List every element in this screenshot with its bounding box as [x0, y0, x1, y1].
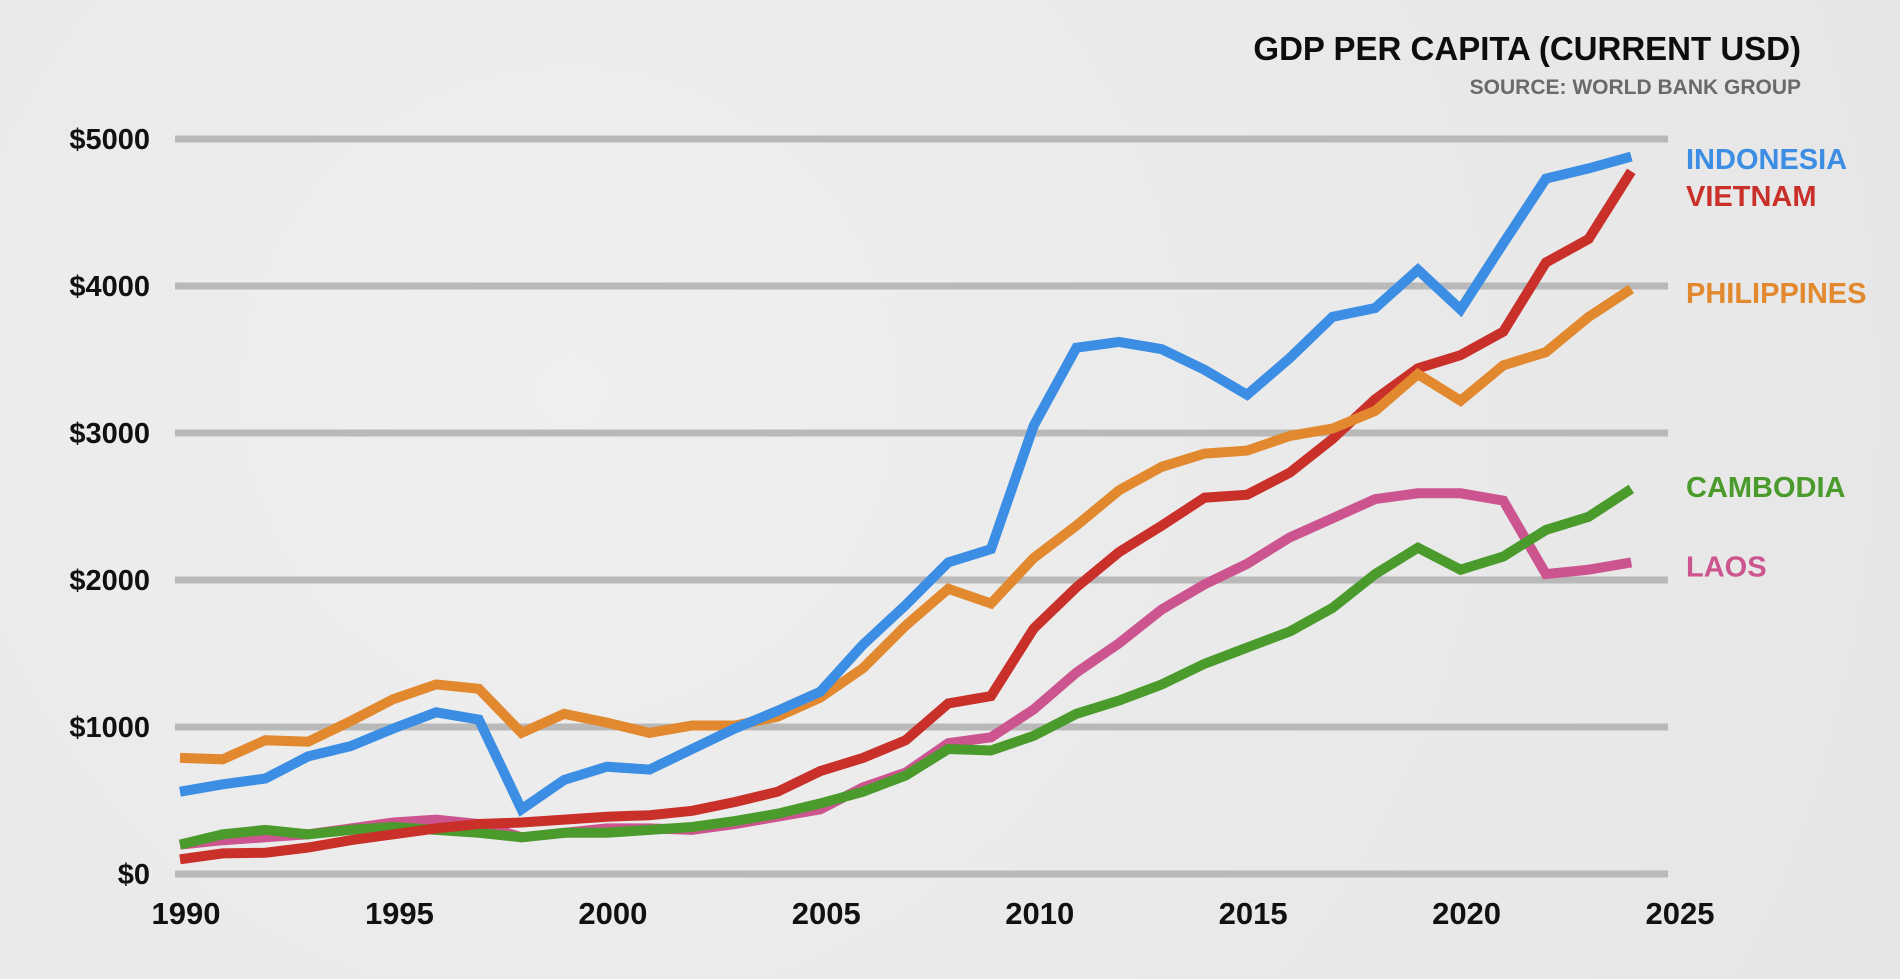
legend-label-indonesia: INDONESIA	[1686, 144, 1847, 176]
x-tick-label: 2005	[792, 896, 861, 931]
legend-label-philippines: PHILIPPINES	[1686, 278, 1867, 310]
y-tick-label: $1000	[69, 712, 150, 744]
series-line-vietnam	[179, 168, 1636, 865]
legend-label-vietnam: VIETNAM	[1686, 181, 1817, 213]
y-tick-label: $5000	[69, 124, 150, 156]
y-tick-label: $3000	[69, 418, 150, 450]
y-axis-ticks: $0 $1000 $2000 $3000 $4000 $5000	[69, 124, 150, 891]
x-tick-label: 2025	[1646, 896, 1715, 931]
series-line-cambodia	[178, 484, 1635, 850]
legend: INDONESIA VIETNAM PHILIPPINES CAMBODIA LAOS	[1686, 144, 1867, 583]
y-tick-label: $0	[118, 859, 150, 891]
chart-subtitle: SOURCE: WORLD BANK GROUP	[1469, 76, 1801, 99]
x-tick-label: 2020	[1432, 896, 1501, 931]
series-line-philippines	[179, 284, 1635, 765]
legend-label-cambodia: CAMBODIA	[1686, 472, 1846, 504]
y-tick-label: $4000	[69, 271, 150, 303]
x-tick-label: 1995	[365, 896, 434, 931]
x-tick-label: 2010	[1005, 896, 1074, 931]
y-tick-label: $2000	[69, 565, 150, 597]
chart-title: GDP PER CAPITA (CURRENT USD)	[1253, 30, 1801, 67]
x-tick-label: 1990	[152, 896, 221, 931]
series-line-indonesia	[179, 151, 1633, 817]
series-lines	[178, 151, 1636, 865]
legend-label-laos: LAOS	[1686, 551, 1767, 583]
x-tick-label: 2000	[578, 896, 647, 931]
x-axis-ticks: 1990 1995 2000 2005 2010 2015 2020 2025	[152, 896, 1715, 931]
x-tick-label: 2015	[1219, 896, 1288, 931]
